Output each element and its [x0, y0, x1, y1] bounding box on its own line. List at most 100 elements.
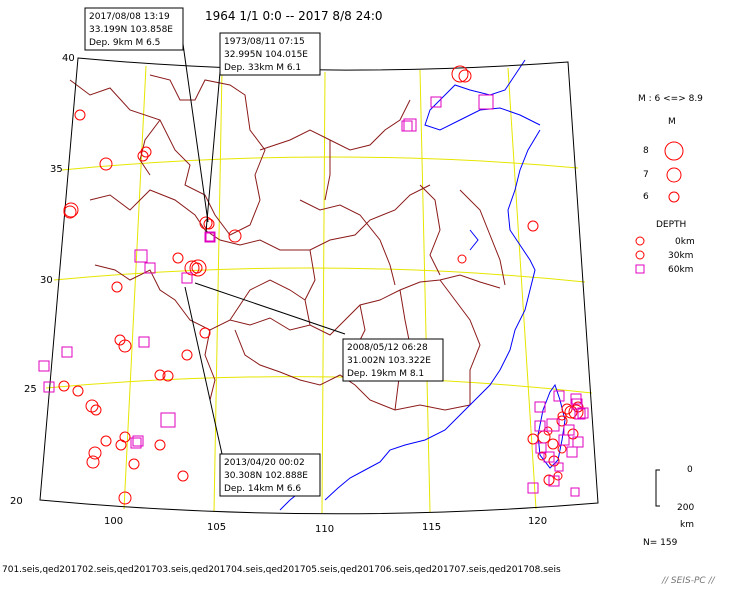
callout-2013-date: 2013/04/20 00:02	[224, 458, 305, 468]
legend-mag-8: 8	[643, 146, 649, 156]
callout-2008-coords: 31.002N 103.322E	[347, 356, 431, 366]
shallow-quake-marker	[172, 252, 184, 264]
shallow-quake-marker	[100, 435, 112, 447]
callout-2017-coords: 33.199N 103.858E	[89, 25, 173, 35]
map-frame	[39, 57, 599, 515]
deep-quake-marker	[43, 381, 55, 393]
callout-2017-depmag: Dep. 9km M 6.5	[89, 38, 160, 48]
legend-depth-30: 30km	[668, 251, 693, 261]
legend-depth-30-symbol	[635, 250, 645, 260]
deep-quake-marker	[401, 120, 413, 132]
lon-label-105: 105	[207, 522, 226, 533]
deep-quake-marker	[543, 451, 555, 463]
deep-quake-marker	[572, 436, 584, 448]
deep-quake-marker	[546, 418, 560, 432]
legend-depth-header: DEPTH	[656, 220, 686, 230]
lat-label-35: 35	[50, 164, 63, 175]
shallow-quake-marker	[556, 415, 568, 427]
shallow-quake-marker	[118, 491, 132, 505]
deep-quake-marker	[548, 475, 560, 487]
deep-quake-marker	[527, 482, 539, 494]
deep-quake-marker	[132, 435, 144, 447]
shallow-quake-marker	[154, 439, 166, 451]
deep-quake-marker	[534, 401, 546, 413]
deep-quake-marker	[478, 94, 494, 110]
shallow-quake-marker	[154, 369, 166, 381]
shallow-quake-marker	[99, 157, 113, 171]
lon-label-120: 120	[528, 516, 547, 527]
callout-1973-coords: 32.995N 104.015E	[224, 50, 308, 60]
deep-quake-marker	[534, 420, 546, 432]
shallow-quake-marker	[128, 458, 140, 470]
shallow-quake-marker	[63, 202, 79, 218]
lon-label-100: 100	[104, 516, 123, 527]
deep-quake-marker	[577, 407, 589, 419]
shallow-quake-marker	[547, 438, 559, 450]
deep-quake-marker	[558, 434, 570, 446]
shallow-quake-marker	[181, 349, 193, 361]
shallow-quake-marker	[162, 370, 174, 382]
shallow-quake-marker	[74, 109, 86, 121]
legend-mag-6: 6	[643, 192, 649, 202]
legend-mag-range: M : 6 <=> 8.9	[638, 94, 703, 104]
shallow-quake-marker	[72, 385, 84, 397]
legend-mag-7: 7	[643, 170, 649, 180]
callout-2008: 2008/05/12 06:28 31.002N 103.322E Dep. 1…	[342, 338, 444, 382]
deep-quake-marker	[61, 346, 73, 358]
deep-quake-marker	[181, 272, 193, 284]
legend-mag-header: M	[668, 117, 676, 127]
deep-quake-marker	[571, 398, 583, 410]
callout-2017: 2017/08/08 13:19 33.199N 103.858E Dep. 9…	[84, 7, 184, 51]
deep-quake-marker	[570, 487, 580, 497]
legend-depth-60-symbol	[635, 264, 645, 274]
deep-quake-marker	[38, 360, 50, 372]
shallow-quake-marker	[88, 446, 102, 460]
shallow-quake-marker	[86, 455, 100, 469]
shallow-quake-marker	[199, 327, 211, 339]
shallow-quake-marker	[451, 65, 469, 83]
shallow-quake-marker	[114, 334, 126, 346]
callout-2017-date: 2017/08/08 13:19	[89, 12, 170, 22]
depth-scale-bottom: 200	[677, 503, 694, 513]
legend-depth-0: 0km	[675, 237, 695, 247]
shallow-quake-marker	[191, 262, 203, 274]
callout-1973: 1973/08/11 07:15 32.995N 104.015E Dep. 3…	[219, 32, 321, 76]
shallow-quake-marker	[527, 220, 539, 232]
shallow-quake-marker	[111, 281, 123, 293]
legend-depth-60: 60km	[668, 265, 693, 275]
file-list: 701.seis,qed201702.seis,qed201703.seis,q…	[2, 565, 561, 575]
depth-scale-unit: km	[680, 520, 694, 530]
callout-leaders	[182, 43, 346, 455]
deep-quake-marker	[160, 412, 176, 428]
legend: M : 6 <=> 8.9 M 8 7 6 DEPTH 0km 30km 60k…	[635, 94, 703, 548]
deep-quake-marker	[205, 232, 215, 242]
deep-quake-marker	[553, 390, 565, 402]
legend-mag-6-symbol	[668, 191, 680, 203]
shallow-quake-marker	[557, 411, 567, 421]
shallow-quake-marker	[457, 254, 467, 264]
shallow-quake-marker	[458, 69, 472, 83]
seis-pc-watermark: // SEIS-PC //	[661, 576, 716, 586]
deep-quake-marker	[130, 437, 142, 449]
shallow-quake-marker	[115, 439, 127, 451]
depth-scale-top: 0	[687, 465, 693, 475]
depth-scale-bar	[655, 469, 660, 507]
deep-quake-marker	[566, 446, 578, 458]
lat-label-40: 40	[62, 53, 75, 64]
deep-quake-marker	[554, 462, 564, 472]
shallow-quake-marker	[228, 229, 242, 243]
shallow-quake-marker	[177, 470, 189, 482]
shallow-quake-marker	[90, 404, 102, 416]
callout-1973-date: 1973/08/11 07:15	[224, 37, 305, 47]
legend-mag-8-symbol	[664, 141, 684, 161]
shallow-quake-marker	[137, 150, 149, 162]
lat-label-25: 25	[24, 384, 37, 395]
earthquake-markers	[38, 65, 589, 505]
shallow-quake-marker	[189, 259, 207, 277]
lat-label-30: 30	[40, 275, 53, 286]
deep-quake-marker	[134, 249, 148, 263]
deep-quake-marker	[563, 424, 575, 436]
callout-1973-depmag: Dep. 33km M 6.1	[224, 63, 301, 73]
deep-quake-marker	[430, 96, 442, 108]
